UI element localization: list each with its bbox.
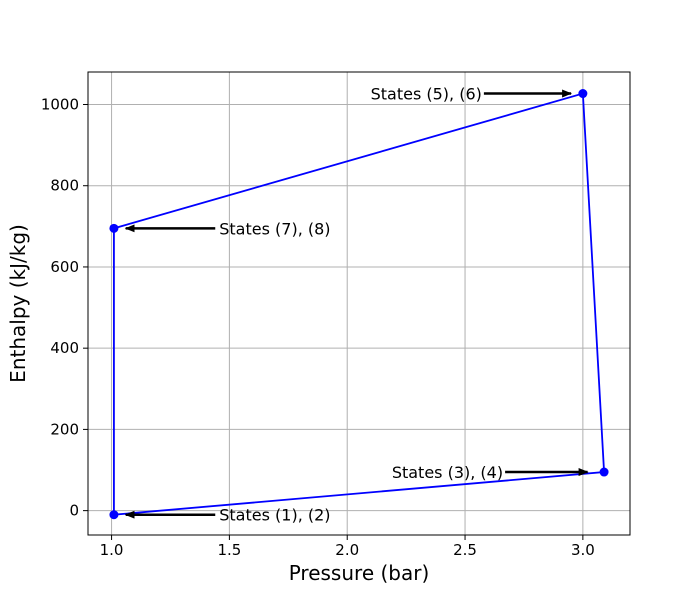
- x-tick-label: 2.0: [335, 541, 359, 559]
- state-marker: [109, 223, 119, 233]
- annotation-label: States (3), (4): [392, 463, 503, 482]
- x-tick-label: 3.0: [571, 541, 595, 559]
- state-marker: [599, 467, 609, 477]
- state-marker: [578, 89, 588, 99]
- y-tick-label: 800: [50, 177, 79, 195]
- y-tick-label: 1000: [41, 95, 79, 113]
- annotation-label: States (7), (8): [219, 219, 330, 238]
- y-tick-label: 600: [50, 258, 79, 276]
- x-tick-label: 2.5: [453, 541, 477, 559]
- axis-ticks: 1.0 1.5 2.0 2.5 3.0 0 200 400 600 800 1000: [41, 95, 595, 559]
- y-tick-label: 0: [69, 502, 79, 520]
- annotations: States (1), (2) States (3), (4) States (5)…: [124, 85, 589, 525]
- series-layer: [109, 89, 609, 520]
- grid: [88, 72, 630, 535]
- y-axis-label: Enthalpy (kJ/kg): [6, 224, 30, 383]
- y-tick-label: 400: [50, 339, 79, 357]
- x-tick-label: 1.0: [100, 541, 124, 559]
- x-tick-label: 1.5: [217, 541, 241, 559]
- annotation-label: States (1), (2): [219, 506, 330, 525]
- state-marker: [109, 510, 119, 520]
- annotation-label: States (5), (6): [371, 85, 482, 104]
- x-axis-label: Pressure (bar): [289, 561, 430, 585]
- series-line: [113, 92, 606, 516]
- y-tick-label: 200: [50, 420, 79, 438]
- plot-frame: [87, 71, 631, 536]
